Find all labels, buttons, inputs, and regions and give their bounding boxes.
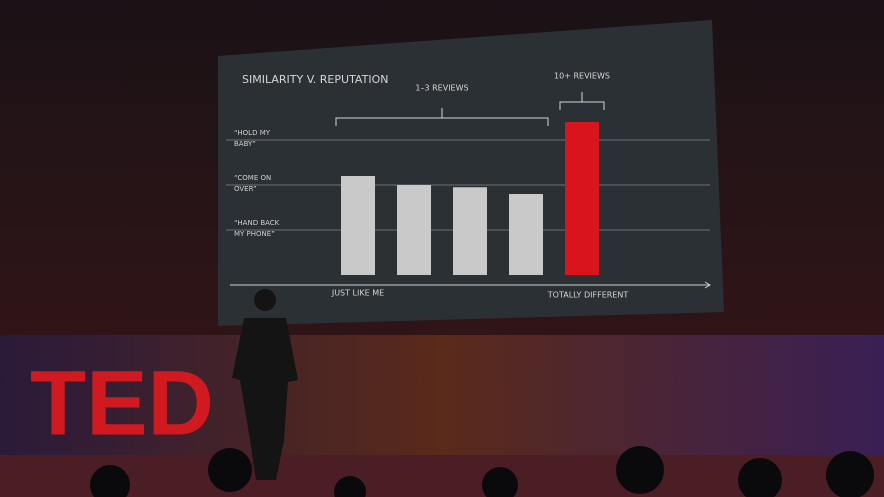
audience	[90, 446, 874, 497]
x-label: JUST LIKE ME	[331, 289, 384, 298]
y-tick-label: “HOLD MY BABY”	[234, 129, 271, 148]
bar	[565, 122, 599, 275]
axis-arrow	[704, 281, 711, 289]
ted-logo: TED	[30, 352, 214, 454]
curtain	[0, 335, 884, 455]
bracket-label: 10+ REVIEWS	[554, 72, 610, 81]
bracket	[559, 92, 605, 110]
bar	[453, 187, 487, 275]
stage	[0, 455, 884, 497]
chart-title: SIMILARITY V. REPUTATION	[242, 73, 388, 86]
bar	[509, 194, 543, 275]
bar	[397, 185, 431, 275]
x-label: TOTALLY DIFFERENT	[547, 291, 629, 300]
y-tick-label: “COME ON OVER”	[234, 174, 272, 193]
speaker	[232, 289, 298, 480]
slide	[218, 20, 724, 326]
bar	[341, 176, 375, 275]
bracket	[335, 108, 549, 126]
y-tick-label: “HAND BACK MY PHONE”	[234, 219, 280, 238]
bracket-label: 1–3 REVIEWS	[415, 84, 468, 93]
